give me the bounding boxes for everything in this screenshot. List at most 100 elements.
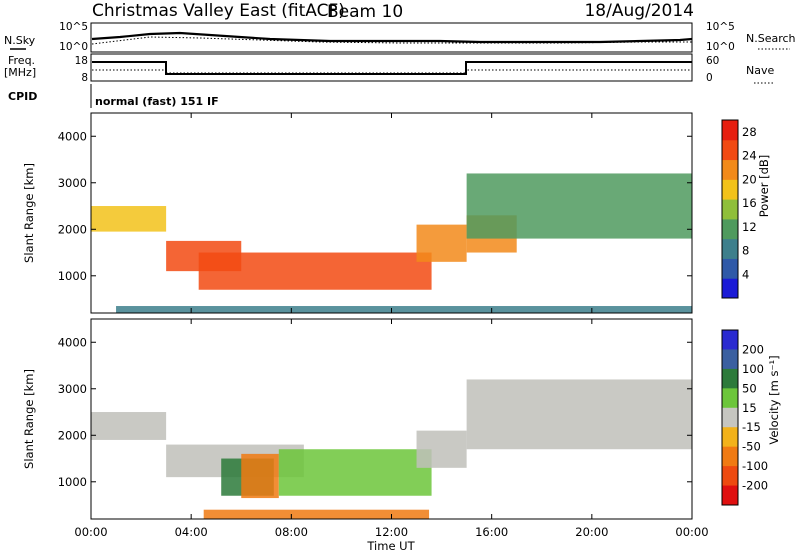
- velocity-colorbar-tick: 100: [742, 362, 764, 376]
- nave-label: Nave: [746, 64, 774, 77]
- power-colorbar-tick: 28: [742, 125, 757, 139]
- power-bands: [91, 173, 692, 313]
- x-tick-label: 16:00: [475, 525, 508, 539]
- x-tick-label: 08:00: [275, 525, 308, 539]
- power-colorbar-segment: [722, 258, 738, 279]
- velocity-colorbar-label: Velocity [m s⁻¹]: [767, 355, 781, 444]
- x-tick-label: 12:00: [375, 525, 408, 539]
- velocity-colorbar-segment: [722, 466, 738, 487]
- nsky-trace: [91, 31, 693, 44]
- nsky-tick-high: 10^5: [59, 21, 88, 33]
- power-colorbar: 4 8 12 16 20 24 28: [721, 119, 757, 299]
- velocity-colorbar-segment: [722, 330, 738, 350]
- power-colorbar-segment: [722, 179, 738, 200]
- cpid-label: CPID: [8, 90, 37, 103]
- echo-band: [278, 449, 432, 496]
- nsky-tick-low: 10^0: [59, 41, 88, 53]
- echo-band: [466, 379, 692, 450]
- power-colorbar-segment: [722, 278, 738, 299]
- velocity-bands: [91, 379, 692, 519]
- power-colorbar-tick: 8: [742, 244, 749, 258]
- power-colorbar-segment: [722, 159, 738, 180]
- velocity-colorbar-segment: [722, 388, 738, 409]
- freq-tick-low: 8: [81, 72, 88, 84]
- velocity-y-axis-label: Slant Range [km]: [22, 369, 36, 469]
- y-tick-label: 3000: [58, 176, 87, 190]
- y-tick-label: 4000: [58, 335, 87, 349]
- echo-band: [416, 224, 467, 262]
- nsearch-trace: [91, 36, 692, 45]
- power-colorbar-tick: 24: [742, 149, 757, 163]
- echo-band: [416, 430, 467, 468]
- velocity-panel: 1000 2000 3000 4000 Slant Range [km] 200 100…: [22, 318, 781, 520]
- velocity-colorbar: 200 100 50 15 -15 -50 -100 -200: [721, 329, 768, 506]
- nsearch-tick-low: 10^0: [706, 41, 735, 53]
- velocity-y-ticks: 1000 2000 3000 4000: [58, 335, 692, 489]
- velocity-colorbar-segment: [722, 427, 738, 448]
- velocity-colorbar-segment: [722, 368, 738, 389]
- nsearch-label: N.Search: [746, 32, 796, 45]
- time-axis: 00:00 04:00 08:00 12:00 16:00 20:00 00:00: [74, 113, 709, 539]
- power-colorbar-segment: [722, 238, 738, 259]
- y-tick-label: 2000: [58, 428, 87, 442]
- power-y-ticks: 1000 2000 3000 4000: [58, 129, 692, 283]
- power-panel: 1000 2000 3000 4000 Slant Range [km] 4 8 12 16…: [22, 112, 771, 314]
- x-tick-label: 04:00: [175, 525, 208, 539]
- x-axis-label: Time UT: [366, 539, 415, 553]
- x-tick-label: 00:00: [675, 525, 708, 539]
- nsky-label: N.Sky: [4, 34, 36, 47]
- echo-band: [116, 306, 692, 313]
- power-colorbar-label: Power [dB]: [757, 155, 771, 218]
- velocity-colorbar-tick: -15: [742, 420, 761, 434]
- power-colorbar-tick: 16: [742, 196, 757, 210]
- velocity-colorbar-segment: [722, 485, 738, 506]
- power-colorbar-tick: 12: [742, 220, 757, 234]
- nave-tick-low: 0: [706, 72, 713, 84]
- velocity-colorbar-tick: 50: [742, 381, 757, 395]
- power-colorbar-segment: [722, 199, 738, 220]
- freq-unit-label: [MHz]: [4, 66, 36, 79]
- freq-tick-high: 18: [75, 55, 88, 67]
- velocity-colorbar-tick: -100: [742, 459, 768, 473]
- x-tick-label: 00:00: [74, 525, 107, 539]
- velocity-colorbar-segment: [722, 407, 738, 428]
- cpid-text: normal (fast) 151 IF: [95, 95, 219, 108]
- power-colorbar-frame: [721, 119, 739, 299]
- freq-label: Freq.: [8, 54, 35, 67]
- y-tick-label: 1000: [58, 475, 87, 489]
- nave-trace: [92, 69, 692, 74]
- power-colorbar-tick: 20: [742, 172, 757, 186]
- velocity-colorbar-segment: [722, 446, 738, 467]
- x-tick-label: 20:00: [575, 525, 608, 539]
- echo-band: [203, 509, 430, 519]
- beam-label: Beam 10: [327, 2, 403, 22]
- y-tick-label: 3000: [58, 382, 87, 396]
- velocity-colorbar-tick: -200: [742, 479, 768, 493]
- power-colorbar-segment: [722, 139, 738, 161]
- nsky-panel-frame: [90, 22, 693, 53]
- y-tick-label: 1000: [58, 269, 87, 283]
- freq-trace: [92, 61, 692, 75]
- echo-band: [466, 173, 692, 239]
- y-tick-label: 2000: [58, 222, 87, 236]
- echo-band: [91, 412, 167, 440]
- station-title: Christmas Valley East (fitACF): [92, 1, 345, 21]
- nsearch-tick-high: 10^5: [706, 21, 735, 33]
- echo-band: [241, 453, 279, 499]
- velocity-colorbar-tick: 200: [742, 342, 764, 356]
- nave-tick-high: 60: [706, 55, 719, 67]
- power-colorbar-tick: 4: [742, 267, 749, 281]
- velocity-colorbar-tick: -50: [742, 440, 761, 454]
- power-y-axis-label: Slant Range [km]: [22, 163, 36, 263]
- date-label: 18/Aug/2014: [584, 1, 694, 21]
- power-colorbar-segment: [722, 120, 738, 141]
- velocity-colorbar-segment: [722, 349, 738, 370]
- echo-band: [198, 252, 432, 290]
- velocity-colorbar-frame: [721, 329, 739, 506]
- freq-panel-frame: [90, 53, 693, 82]
- echo-band: [91, 206, 167, 232]
- velocity-colorbar-tick: 15: [742, 401, 757, 415]
- power-colorbar-segment: [722, 218, 738, 240]
- y-tick-label: 4000: [58, 129, 87, 143]
